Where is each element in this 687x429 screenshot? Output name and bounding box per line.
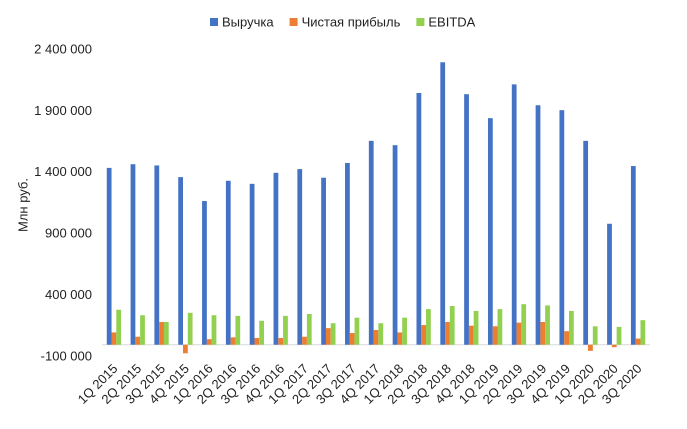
legend-swatch: [289, 18, 298, 26]
bar: [535, 105, 541, 345]
bar: [392, 145, 398, 345]
bar: [545, 305, 550, 345]
bar: [259, 320, 265, 345]
bar: [397, 332, 403, 345]
bar: [254, 337, 260, 345]
bar: [511, 84, 517, 345]
bar: [130, 164, 136, 345]
bar: [416, 92, 422, 345]
bar: [235, 315, 241, 345]
bar: [426, 309, 431, 345]
bar: [402, 317, 407, 345]
bar: [330, 323, 336, 345]
bar: [445, 322, 450, 345]
bar: [202, 201, 207, 345]
y-tick-label: -100 000: [41, 348, 92, 363]
bar: [159, 322, 164, 345]
bar: [440, 62, 446, 345]
bar: [497, 309, 503, 345]
bar: [321, 177, 326, 345]
bar: [492, 326, 498, 345]
bar: [249, 183, 255, 345]
bar: [283, 315, 288, 345]
bar: [630, 166, 636, 345]
bar: [154, 165, 160, 345]
legend-swatch: [416, 18, 425, 26]
bar: [187, 312, 193, 345]
bar: [540, 322, 546, 345]
bar: [354, 317, 360, 345]
bar: [135, 336, 141, 345]
bar: [421, 325, 427, 345]
bar: [273, 172, 279, 345]
bar: [516, 322, 522, 345]
y-tick-label: 1 400 000: [34, 164, 92, 179]
bar: [111, 332, 117, 345]
bar: [106, 167, 112, 345]
bar: [611, 344, 617, 348]
bar: [368, 140, 374, 345]
bar: [345, 162, 350, 345]
bar: [607, 223, 612, 345]
bar: [635, 338, 641, 345]
bar: [487, 118, 493, 345]
bar: [183, 344, 188, 354]
bar: [583, 140, 589, 345]
bar: [568, 310, 574, 345]
y-tick-label: 2 400 000: [34, 41, 92, 56]
bar: [306, 314, 312, 345]
bar: [163, 322, 169, 345]
bar: [592, 326, 598, 345]
bar: [230, 337, 236, 345]
bar: [373, 329, 379, 345]
bar: [616, 326, 622, 345]
bar: [588, 344, 593, 351]
bar: [278, 337, 284, 345]
bar: [378, 323, 384, 345]
y-tick-label: 900 000: [45, 226, 92, 241]
bar: [640, 320, 646, 345]
bar: [473, 310, 479, 345]
bar: [468, 325, 474, 345]
bar: [211, 315, 217, 345]
bar: [521, 304, 527, 345]
legend-swatch: [210, 18, 218, 26]
bar: [559, 110, 565, 345]
bar: [325, 328, 331, 345]
legend-label: Чистая прибыль: [302, 14, 401, 29]
bar: [302, 336, 307, 345]
legend-label: Выручка: [222, 14, 274, 29]
bar: [297, 169, 303, 345]
bar: [140, 315, 145, 345]
y-axis-title: Млн руб.: [15, 178, 30, 232]
bar: [464, 94, 469, 345]
bar: [206, 339, 212, 345]
bar: [449, 306, 455, 345]
bar: [225, 180, 231, 345]
bar: [116, 309, 122, 345]
legend-label: EBITDA: [428, 14, 475, 29]
y-tick-label: 400 000: [45, 287, 92, 302]
bar: [349, 333, 355, 345]
y-tick-label: 1 900 000: [34, 103, 92, 118]
bar: [178, 177, 184, 345]
bar: [564, 331, 569, 345]
